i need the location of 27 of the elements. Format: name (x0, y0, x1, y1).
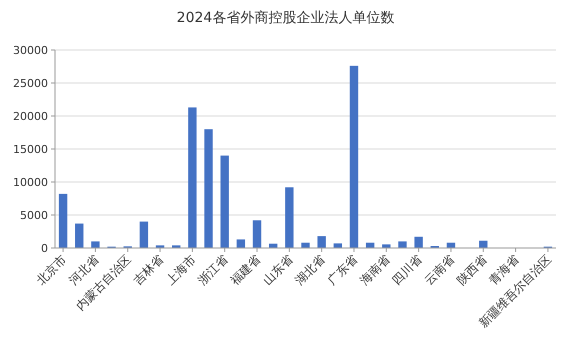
bar (366, 242, 374, 248)
bar (91, 241, 100, 248)
bar (268, 244, 278, 248)
bar (252, 220, 262, 248)
y-tick-label: 0 (41, 242, 48, 255)
bar (446, 242, 456, 248)
y-tick-label: 5000 (20, 209, 48, 222)
x-tick-label: 北京市 (34, 252, 70, 288)
bar (140, 222, 148, 248)
y-tick-label: 15000 (13, 143, 48, 156)
y-tick-label: 10000 (13, 176, 48, 189)
bar (414, 236, 423, 248)
bar (75, 224, 84, 248)
chart-title: 2024各省外商控股企业法人单位数 (176, 10, 394, 26)
bar (220, 156, 229, 248)
bar (204, 129, 213, 248)
bar (188, 107, 197, 248)
y-tick-label: 30000 (13, 44, 48, 57)
bar (285, 187, 294, 248)
bar (301, 242, 310, 248)
y-tick-label: 25000 (13, 77, 48, 90)
bar (236, 239, 246, 248)
bar (58, 194, 68, 248)
bar (350, 66, 358, 248)
bar (317, 236, 326, 248)
bar (479, 240, 488, 248)
y-tick-label: 20000 (13, 110, 48, 123)
